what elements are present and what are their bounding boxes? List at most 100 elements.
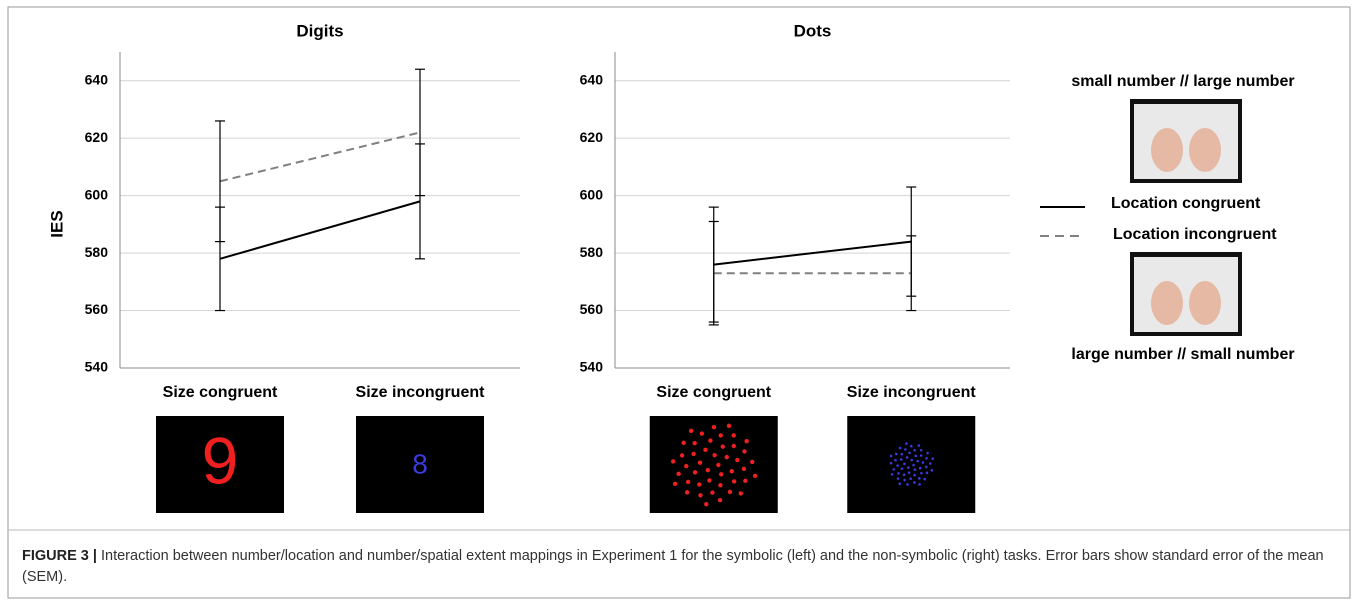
stimulus-dot — [731, 443, 736, 449]
stimulus-dot — [718, 433, 723, 438]
stimulus-dot — [929, 462, 932, 465]
x-tick-label: Size incongruent — [847, 384, 977, 401]
stimulus-dot — [684, 490, 690, 495]
stimulus-dot — [697, 460, 703, 465]
y-tick-label: 580 — [85, 244, 109, 260]
stimulus-dot — [711, 424, 717, 430]
y-tick-label: 560 — [85, 301, 109, 317]
figure-frame — [7, 6, 1351, 599]
stimulus-dot — [692, 470, 698, 475]
stimulus-image — [847, 416, 976, 513]
stimulus-dot — [910, 458, 914, 462]
stimulus-dot — [931, 457, 935, 460]
x-tick-label: Size congruent — [163, 384, 278, 401]
stimulus-dot — [917, 477, 921, 480]
caption-label: FIGURE 3 | — [22, 548, 97, 564]
stimulus-dot — [913, 473, 916, 477]
y-tick-label: 620 — [85, 129, 109, 145]
keyboard-image — [1130, 99, 1242, 183]
stimulus-dot — [903, 462, 906, 466]
y-tick-label: 540 — [85, 359, 109, 375]
y-tick-label: 560 — [580, 301, 604, 317]
legend-top-label: small number // large number — [1071, 73, 1294, 90]
stimulus-dot — [717, 497, 723, 503]
x-tick-label: Size congruent — [656, 384, 771, 401]
chart-title: Dots — [794, 21, 832, 40]
stimulus-dot — [752, 473, 758, 478]
error-bar — [215, 120, 225, 243]
stimulus-dot — [905, 456, 909, 459]
stimulus-dot — [914, 454, 918, 458]
stimulus-dot — [670, 459, 676, 464]
stimulus-dot — [907, 471, 911, 474]
stimulus-image — [649, 416, 778, 513]
stimulus-dot — [897, 472, 900, 475]
y-tick-label: 620 — [580, 129, 604, 145]
stimulus-dot — [744, 439, 749, 444]
stimulus-dot — [913, 481, 916, 484]
stimulus-dot — [903, 478, 906, 482]
stimulus-dot — [698, 493, 703, 498]
stimulus-dot — [692, 441, 697, 446]
stimulus-dot — [909, 477, 912, 481]
stimulus-dot — [676, 471, 681, 477]
stimulus-dot — [919, 449, 923, 452]
stimulus-dot — [727, 489, 733, 495]
y-tick-label: 640 — [580, 71, 604, 87]
y-axis-label: IES — [47, 210, 66, 237]
stimulus-dot — [750, 459, 755, 465]
stimulus-dot — [889, 454, 893, 458]
stimulus-image: 9 — [156, 416, 284, 513]
error-bar — [708, 220, 719, 326]
stimulus-dot — [912, 463, 915, 467]
stimulus-dot — [910, 444, 913, 448]
stimulus-dot — [741, 466, 747, 472]
stimulus-dot — [705, 467, 711, 473]
series-line — [219, 200, 421, 260]
caption: FIGURE 3 | Interaction between number/lo… — [22, 546, 1332, 588]
stimulus-dot — [691, 451, 696, 457]
stimulus-dot — [735, 457, 740, 463]
stimulus-dot — [726, 423, 732, 429]
stimulus-dot — [892, 468, 896, 471]
stimulus-dot — [913, 448, 917, 452]
stimulus-dot — [902, 473, 906, 476]
series-line — [713, 240, 912, 266]
chart-title: Digits — [296, 21, 343, 40]
stimulus-dot — [923, 477, 926, 481]
stimulus-dot — [710, 490, 715, 495]
stimulus-dot — [688, 428, 694, 434]
stimulus-dot — [898, 446, 902, 450]
legend-bottom-label: large number // small number — [1071, 346, 1294, 363]
stimulus-dot — [930, 469, 934, 472]
stimulus-dot — [924, 465, 928, 469]
error-bar — [415, 68, 425, 197]
stimulus-dot — [894, 458, 897, 462]
legend-label: Location incongruent — [1113, 226, 1277, 243]
stimulus-dot — [719, 472, 724, 477]
error-bar — [906, 235, 917, 312]
stimulus-digit: 8 — [412, 448, 428, 479]
stimulus-dot — [920, 471, 923, 475]
stimulus-dot — [708, 438, 713, 443]
stimulus-dot — [908, 451, 911, 455]
x-tick-label: Size incongruent — [356, 384, 486, 401]
stimulus-dot — [743, 478, 748, 484]
stimulus-dot — [906, 466, 910, 469]
stimulus-dot — [919, 454, 923, 457]
stimulus-dot — [896, 464, 899, 467]
stimulus-dot — [681, 440, 686, 446]
stimulus-dot — [925, 471, 929, 475]
stimulus-dot — [718, 483, 723, 488]
stimulus-dot — [707, 478, 712, 483]
stimulus-dot — [697, 482, 702, 487]
stimulus-dot — [916, 459, 920, 463]
stimulus-dot — [925, 456, 928, 460]
stimulus-image: 8 — [356, 416, 484, 513]
stimulus-dot — [720, 444, 725, 449]
stimulus-dot — [716, 462, 721, 468]
stimulus-dot — [704, 502, 709, 507]
y-tick-label: 640 — [85, 71, 109, 87]
stimulus-dot — [926, 451, 929, 455]
